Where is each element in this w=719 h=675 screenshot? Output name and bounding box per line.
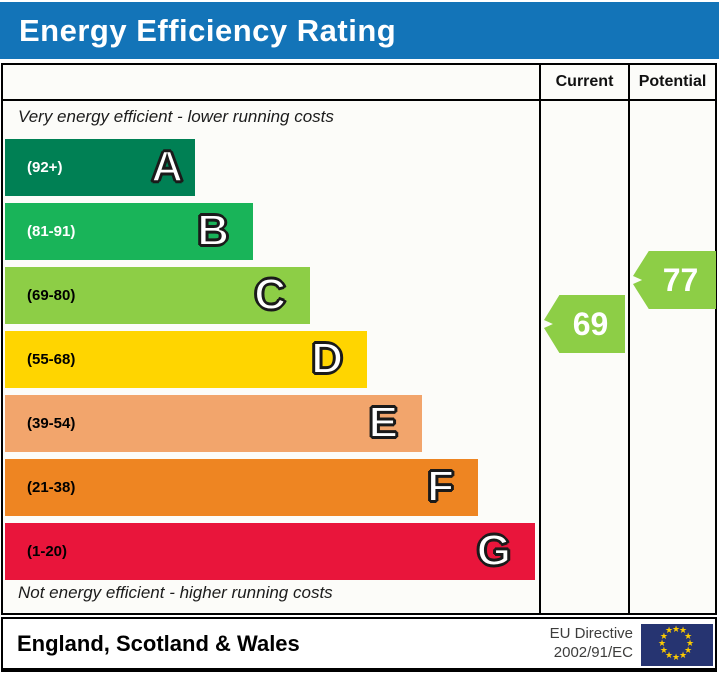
band-d-letter: D	[310, 333, 344, 384]
band-f: (21-38) F	[5, 459, 478, 516]
current-rating-value: 69	[572, 305, 609, 342]
note-not-efficient: Not energy efficient - higher running co…	[18, 583, 333, 602]
current-rating-arrow: 69	[544, 295, 625, 353]
column-divider-current	[539, 65, 541, 613]
eu-star-icon	[672, 654, 680, 663]
band-g: (1-20) G	[5, 523, 535, 580]
band-c: (69-80) C	[5, 267, 310, 324]
band-e-letter: E	[368, 397, 399, 448]
band-g-range: (1-20)	[27, 543, 68, 560]
band-c-range: (69-80)	[27, 287, 76, 304]
band-g-letter: G	[476, 525, 512, 576]
column-header-potential: Potential	[638, 73, 707, 90]
page-title: Energy Efficiency Rating	[19, 12, 397, 48]
column-header-current: Current	[555, 73, 614, 90]
band-b-range: (81-91)	[27, 223, 76, 240]
footer-bar: England, Scotland & Wales EU Directive 2…	[1, 617, 717, 672]
band-a: (92+) A	[5, 139, 195, 196]
header-bar: Energy Efficiency Rating	[0, 2, 719, 59]
eu-directive-label: EU Directive 2002/91/EC	[550, 624, 633, 662]
eu-flag-icon	[641, 624, 713, 666]
rating-table: Current Potential Very energy efficient …	[1, 63, 717, 615]
band-e-range: (39-54)	[27, 415, 76, 432]
band-d: (55-68) D	[5, 331, 367, 388]
eu-directive-line2: 2002/91/EC	[553, 644, 633, 661]
region-label: England, Scotland & Wales	[17, 631, 300, 656]
band-f-letter: F	[426, 461, 455, 512]
band-a-range: (92+)	[27, 159, 63, 176]
band-e: (39-54) E	[5, 395, 422, 452]
note-very-efficient: Very energy efficient - lower running co…	[18, 107, 334, 126]
potential-rating-arrow: 77	[633, 251, 716, 309]
band-b-letter: B	[196, 205, 230, 256]
band-b: (81-91) B	[5, 203, 253, 260]
band-a-letter: A	[150, 141, 184, 192]
column-divider-potential	[628, 65, 630, 613]
eu-directive-line1: EU Directive	[549, 625, 633, 642]
potential-rating-value: 77	[662, 261, 699, 298]
header-row-divider	[3, 99, 715, 101]
eu-star-icon	[665, 627, 673, 636]
band-c-letter: C	[253, 269, 287, 320]
band-d-range: (55-68)	[27, 351, 76, 368]
eu-star-icon	[679, 652, 687, 661]
band-f-range: (21-38)	[27, 479, 76, 496]
